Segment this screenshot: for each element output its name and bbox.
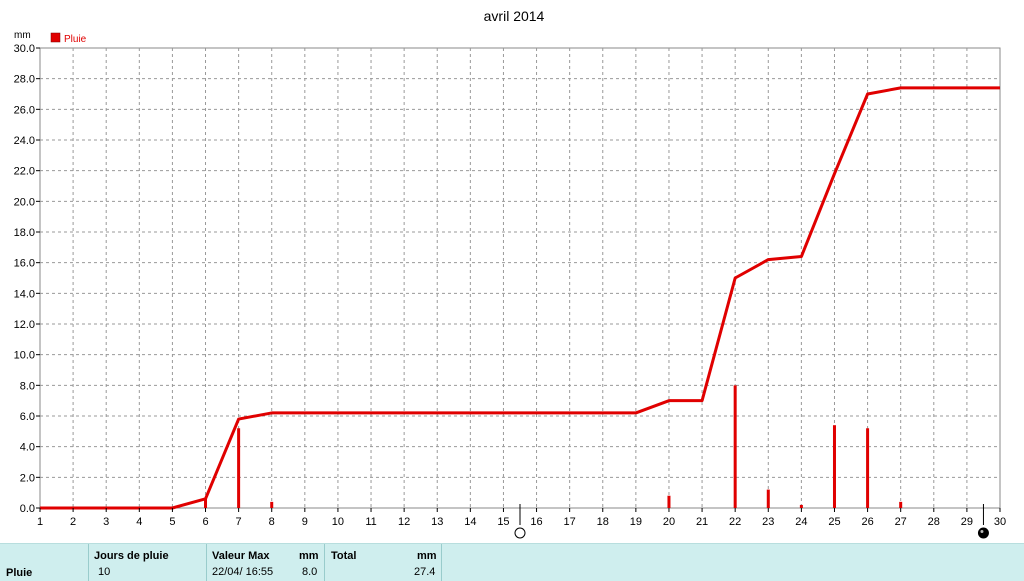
y-tick-label: 8.0 (20, 380, 35, 392)
rain-bar (866, 428, 870, 508)
y-tick-label: 28.0 (14, 74, 35, 86)
legend-swatch (50, 32, 61, 43)
summary-divider (206, 544, 207, 581)
max-unit: mm (299, 550, 319, 562)
total-header: Total (331, 550, 357, 562)
summary-divider (441, 544, 442, 581)
x-tick-label: 14 (464, 516, 476, 528)
rain-bars (204, 385, 903, 508)
x-tick-label: 4 (136, 516, 142, 528)
y-tick-label: 4.0 (20, 442, 35, 454)
max-header: Valeur Max (212, 550, 270, 562)
x-tick-label: 15 (497, 516, 509, 528)
x-tick-label: 25 (828, 516, 840, 528)
y-tick-label: 30.0 (14, 43, 35, 55)
cumulative-rain-line (40, 86, 1000, 510)
x-tick-label: 8 (269, 516, 275, 528)
y-tick-label: 6.0 (20, 411, 35, 423)
summary-divider (88, 544, 89, 581)
x-tick-label: 12 (398, 516, 410, 528)
x-tick-label: 29 (961, 516, 973, 528)
x-tick-label: 27 (895, 516, 907, 528)
y-tick-label: 20.0 (14, 196, 35, 208)
x-tick-label: 21 (696, 516, 708, 528)
x-tick-label: 10 (332, 516, 344, 528)
x-tick-label: 19 (630, 516, 642, 528)
x-tick-label: 13 (431, 516, 443, 528)
rain-bar (799, 504, 803, 508)
new-moon-highlight (980, 530, 984, 533)
x-tick-label: 28 (928, 516, 940, 528)
x-tick-label: 16 (530, 516, 542, 528)
rain-bar (667, 495, 671, 508)
x-axis-ticks: 1 2 3 4 5 6 7 8 9 10 11 12 13 14 15 16 17 18 19 20 21 22 23 24 2… (37, 508, 1006, 528)
x-tick-label: 1 (37, 516, 43, 528)
rain-bar (270, 501, 274, 508)
rain-bar (899, 501, 903, 508)
cumulative-line (40, 86, 1000, 510)
y-tick-label: 22.0 (14, 166, 35, 178)
new-moon-icon (977, 527, 989, 539)
rain-bar (237, 428, 241, 508)
total-value: 27.4 (414, 566, 436, 578)
y-tick-label: 2.0 (20, 472, 35, 484)
x-tick-label: 17 (564, 516, 576, 528)
y-tick-label: 26.0 (14, 104, 35, 116)
total-unit: mm (417, 550, 437, 562)
legend-label: Pluie (64, 34, 87, 45)
rain-chart: avril 2014 mm Pluie 0.0 2.0 4.0 6.0 8.0 10.0 1… (14, 8, 1006, 539)
x-tick-label: 2 (70, 516, 76, 528)
max-date: 22/04/ 16:55 (212, 566, 274, 578)
x-tick-label: 5 (169, 516, 175, 528)
row-label: Pluie (6, 567, 33, 579)
y-tick-label: 10.0 (14, 350, 35, 362)
rain-bar (766, 489, 770, 508)
x-tick-label: 20 (663, 516, 675, 528)
x-tick-label: 3 (103, 516, 109, 528)
jours-header: Jours de pluie (94, 550, 169, 562)
x-tick-label: 11 (365, 516, 376, 528)
grid-lines (40, 48, 1000, 508)
y-tick-label: 24.0 (14, 135, 35, 147)
chart-title: avril 2014 (484, 8, 545, 24)
x-tick-label: 23 (762, 516, 774, 528)
y-tick-label: 18.0 (14, 227, 35, 239)
x-tick-label: 22 (729, 516, 741, 528)
plot-area (39, 47, 1001, 509)
y-axis-ticks: 0.0 2.0 4.0 6.0 8.0 10.0 12.0 14.0 16.0 18.0 20.0 2… (14, 43, 40, 515)
rain-bar (733, 385, 737, 508)
moon-phases (514, 504, 989, 539)
x-tick-label: 9 (302, 516, 308, 528)
jours-value: 10 (98, 566, 111, 578)
x-tick-label: 6 (202, 516, 208, 528)
rain-bar (204, 498, 208, 508)
x-tick-label: 26 (861, 516, 873, 528)
y-tick-label: 16.0 (14, 258, 35, 270)
y-tick-label: 12.0 (14, 319, 35, 331)
rain-bar (832, 425, 836, 508)
y-tick-label: 14.0 (14, 288, 35, 300)
x-tick-label: 24 (795, 516, 807, 528)
x-tick-label: 7 (236, 516, 242, 528)
y-axis-unit-label: mm (14, 30, 31, 41)
summary-table: Jours de pluie Valeur Max mm Total mm Pl… (0, 543, 1024, 581)
x-tick-label: 18 (597, 516, 609, 528)
full-moon-icon (514, 527, 526, 539)
x-tick-label: 30 (994, 516, 1006, 528)
max-value: 8.0 (302, 566, 318, 578)
y-tick-label: 0.0 (20, 503, 35, 515)
summary-divider (324, 544, 325, 581)
